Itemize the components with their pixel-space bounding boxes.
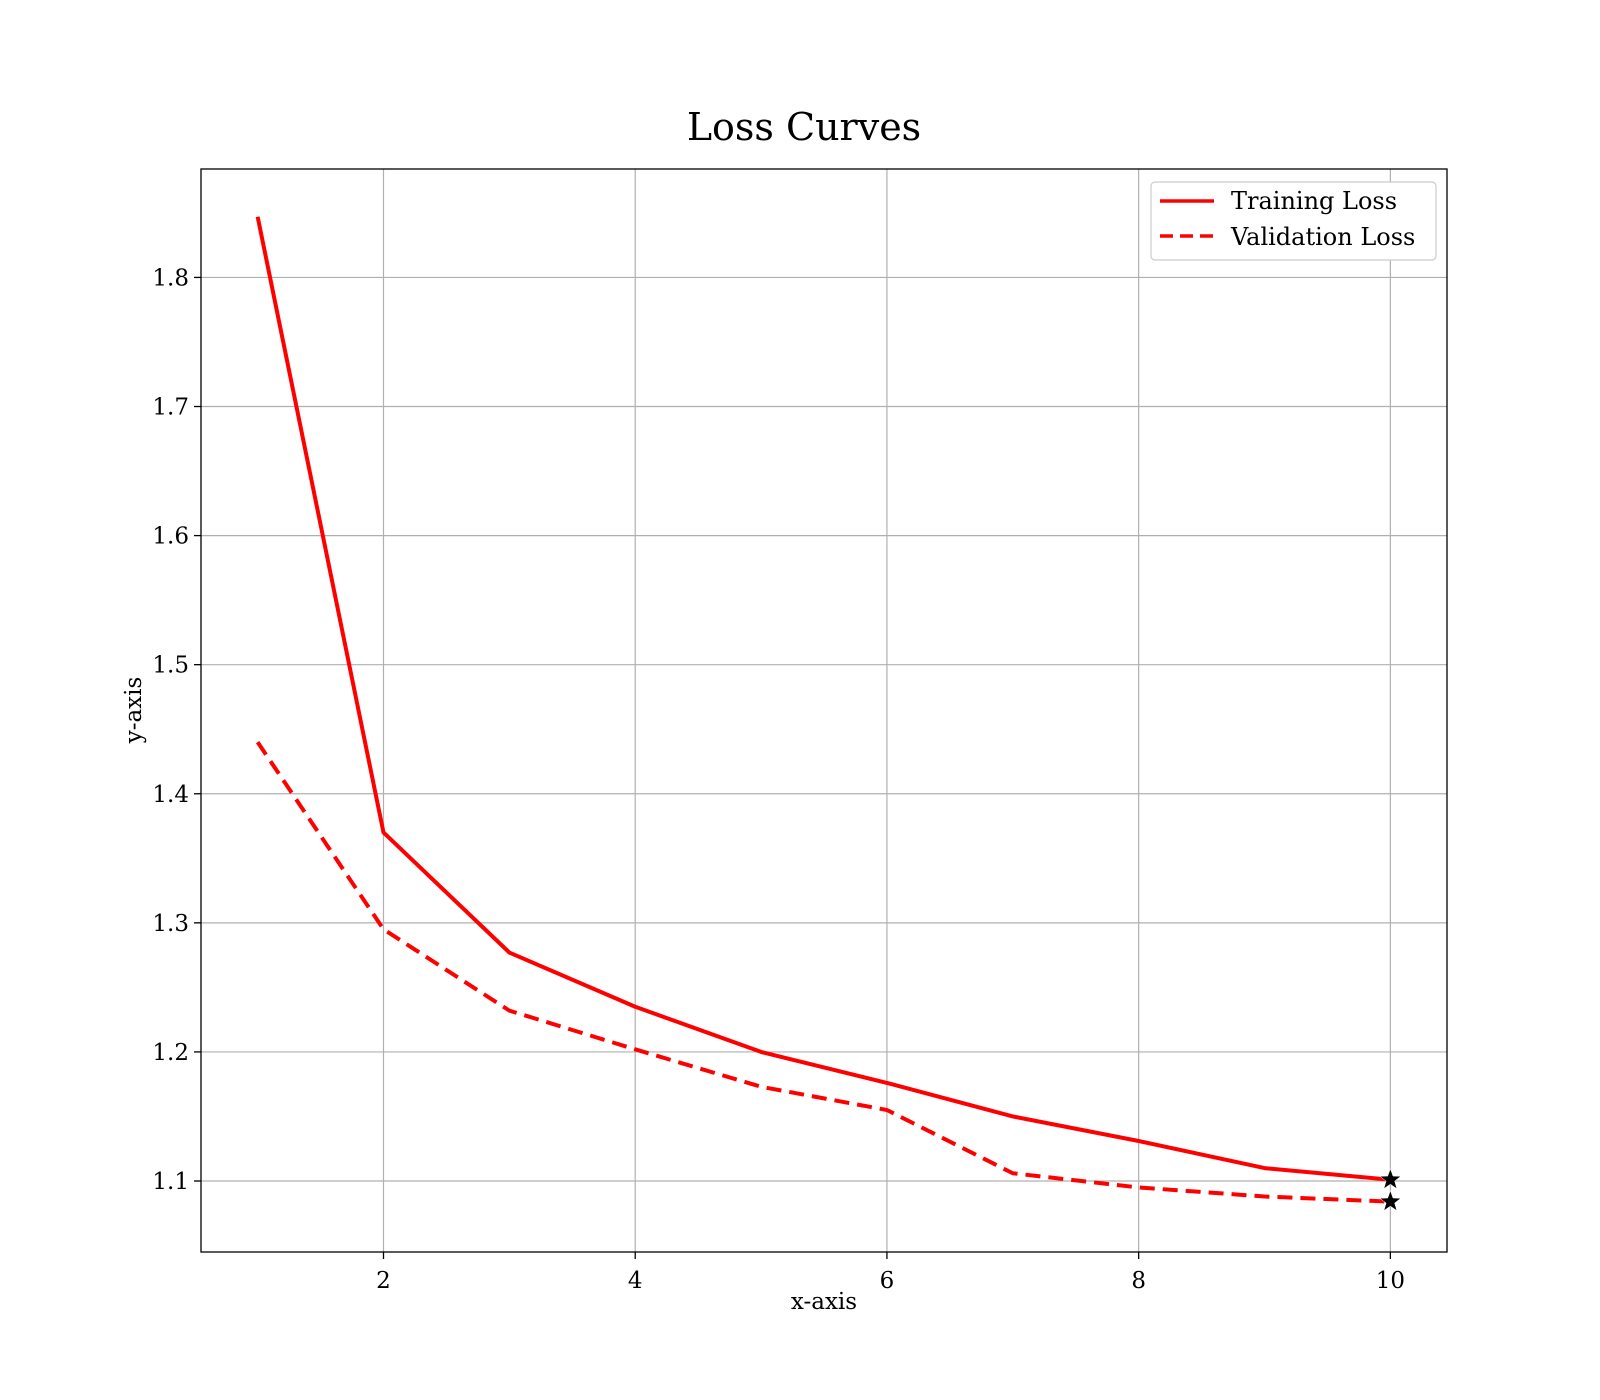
end-markers [1379, 1167, 1402, 1212]
plot-frame [200, 168, 1448, 1253]
y-tick-label: 1.6 [152, 524, 189, 550]
x-tick-label: 4 [628, 1268, 643, 1294]
y-tick-label: 1.4 [152, 782, 189, 808]
y-tick-label: 1.2 [152, 1040, 189, 1066]
y-tick-label: 1.8 [152, 265, 189, 291]
y-tick-label: 1.5 [152, 653, 189, 679]
series-lines [255, 216, 1391, 1204]
end-marker-star-2 [1379, 1189, 1402, 1212]
legend-label-training-loss: Training Loss [1231, 187, 1397, 215]
chart-title: Loss Curves [687, 105, 921, 149]
y-tick-label: 1.3 [152, 911, 189, 937]
x-tick-label: 8 [1131, 1268, 1146, 1294]
y-tick-label: 1.1 [152, 1169, 189, 1195]
y-tick-label: 1.7 [152, 395, 189, 421]
x-axis-label: x-axis [791, 1289, 857, 1315]
legend-box [1150, 181, 1437, 261]
legend-label-validation-loss: Validation Loss [1230, 223, 1415, 251]
x-tick-label: 6 [880, 1268, 895, 1294]
y-axis-label: y-axis [121, 677, 147, 745]
x-tick-label: 10 [1376, 1268, 1405, 1294]
series-line-training-loss [255, 216, 1391, 1182]
legend: Training Loss Validation Loss [1150, 181, 1437, 261]
axis-ticks: 2 4 6 8 10 1.1 1.2 1.3 1.4 1.5 1.6 1.7 1.8 [152, 265, 1405, 1294]
end-marker-star-1 [1379, 1167, 1402, 1190]
grid-lines [201, 169, 1447, 1252]
x-tick-label: 2 [376, 1268, 391, 1294]
series-line-validation-loss [255, 741, 1391, 1204]
